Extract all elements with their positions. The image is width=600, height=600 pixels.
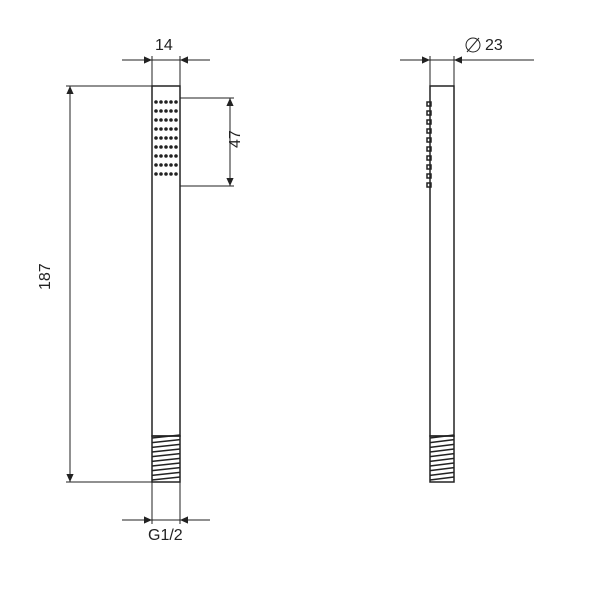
side-nozzle bbox=[427, 111, 431, 115]
nozzle-dot bbox=[164, 154, 168, 158]
nozzle-dot bbox=[169, 145, 173, 149]
nozzle-dot bbox=[154, 109, 158, 113]
nozzle-dot bbox=[169, 172, 173, 176]
nozzle-dot bbox=[169, 109, 173, 113]
nozzle-dot bbox=[169, 127, 173, 131]
nozzle-dot bbox=[159, 172, 163, 176]
nozzle-dot bbox=[154, 172, 158, 176]
side-nozzle bbox=[427, 120, 431, 124]
dim-diameter: 23 bbox=[485, 37, 503, 54]
nozzle-dot bbox=[159, 109, 163, 113]
nozzle-dot bbox=[164, 145, 168, 149]
nozzle-dot bbox=[154, 118, 158, 122]
nozzle-dot bbox=[164, 100, 168, 104]
side-nozzle bbox=[427, 165, 431, 169]
nozzle-dot bbox=[159, 127, 163, 131]
dim-top-width: 14 bbox=[155, 37, 173, 54]
side-nozzle bbox=[427, 147, 431, 151]
nozzle-dot bbox=[159, 100, 163, 104]
nozzle-dot bbox=[174, 145, 178, 149]
nozzle-dot bbox=[154, 163, 158, 167]
nozzle-dot bbox=[164, 172, 168, 176]
nozzle-dot bbox=[164, 127, 168, 131]
nozzle-dot bbox=[174, 154, 178, 158]
side-nozzle bbox=[427, 156, 431, 160]
side-nozzle bbox=[427, 129, 431, 133]
nozzle-dot bbox=[174, 127, 178, 131]
dim-perf: 47 bbox=[227, 130, 244, 148]
nozzle-dot bbox=[169, 118, 173, 122]
nozzle-dot bbox=[154, 136, 158, 140]
nozzle-dot bbox=[174, 118, 178, 122]
nozzle-dot bbox=[159, 145, 163, 149]
nozzle-dot bbox=[174, 136, 178, 140]
nozzle-dot bbox=[164, 118, 168, 122]
nozzle-dot bbox=[159, 118, 163, 122]
side-body bbox=[430, 86, 454, 436]
technical-drawing: 14 187 47 G1/2 23 bbox=[0, 0, 600, 600]
nozzle-dot bbox=[174, 100, 178, 104]
nozzle-dot bbox=[169, 136, 173, 140]
nozzle-dot bbox=[169, 154, 173, 158]
dim-height: 187 bbox=[37, 263, 54, 290]
nozzle-dot bbox=[174, 109, 178, 113]
nozzle-dot bbox=[169, 100, 173, 104]
nozzle-dot bbox=[164, 136, 168, 140]
nozzle-dot bbox=[164, 163, 168, 167]
side-nozzle bbox=[427, 102, 431, 106]
nozzle-dot bbox=[174, 172, 178, 176]
nozzle-dot bbox=[154, 127, 158, 131]
side-nozzle bbox=[427, 174, 431, 178]
nozzle-dot bbox=[159, 154, 163, 158]
nozzle-dot bbox=[154, 154, 158, 158]
nozzle-dot bbox=[154, 145, 158, 149]
nozzle-dot bbox=[159, 136, 163, 140]
dim-thread: G1/2 bbox=[148, 527, 183, 544]
nozzle-dot bbox=[169, 163, 173, 167]
nozzle-dot bbox=[174, 163, 178, 167]
side-nozzle bbox=[427, 183, 431, 187]
nozzle-dot bbox=[159, 163, 163, 167]
side-nozzle bbox=[427, 138, 431, 142]
nozzle-dot bbox=[154, 100, 158, 104]
nozzle-dot bbox=[164, 109, 168, 113]
